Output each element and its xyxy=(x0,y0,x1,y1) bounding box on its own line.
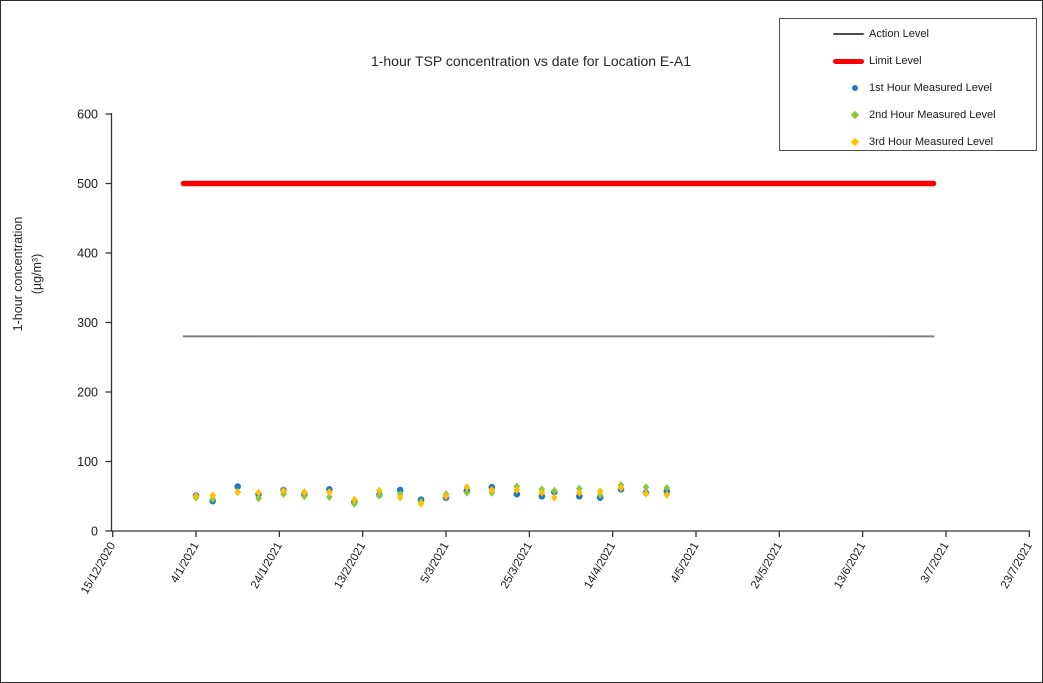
data-point xyxy=(326,492,333,501)
data-point xyxy=(396,493,404,502)
data-point xyxy=(192,492,200,501)
legend-label: 3rd Hour Measured Level xyxy=(869,136,994,148)
data-point xyxy=(209,491,216,500)
legend-label: Limit Level xyxy=(869,55,922,67)
legend-line-swatch xyxy=(833,58,864,64)
legend-entry: Action Level xyxy=(780,27,1036,41)
x-tick-label: 25/3/2021 xyxy=(499,541,535,591)
legend-label: 2nd Hour Measured Level xyxy=(869,109,996,121)
x-tick-label: 3/7/2021 xyxy=(919,541,952,586)
data-point xyxy=(617,483,625,492)
y-tick-label: 600 xyxy=(77,108,98,122)
x-tick-label: 15/12/2020 xyxy=(79,541,118,597)
x-tick-label: 13/2/2021 xyxy=(332,541,368,591)
data-point xyxy=(351,495,358,504)
data-point xyxy=(234,488,241,497)
data-point xyxy=(255,488,262,497)
data-point xyxy=(255,494,262,503)
legend-marker-circle xyxy=(852,85,858,91)
data-point xyxy=(442,492,450,501)
y-tick-label: 0 xyxy=(91,525,98,539)
data-point xyxy=(551,493,558,502)
legend-line-swatch xyxy=(833,33,864,35)
data-point xyxy=(417,499,425,508)
data-point xyxy=(488,485,496,494)
data-point xyxy=(576,484,583,493)
x-tick-label: 13/6/2021 xyxy=(832,541,868,591)
data-point xyxy=(596,487,604,496)
data-point xyxy=(396,486,404,494)
legend-label: Action Level xyxy=(869,28,929,40)
data-point xyxy=(463,483,471,492)
y-tick-label: 300 xyxy=(77,316,98,330)
y-tick-label: 400 xyxy=(77,247,98,261)
data-point xyxy=(642,483,650,492)
data-point xyxy=(351,499,358,508)
data-point xyxy=(538,488,546,497)
legend-entry: Limit Level xyxy=(780,54,1036,68)
x-tick-label: 24/1/2021 xyxy=(249,541,285,591)
x-tick-label: 23/7/2021 xyxy=(999,541,1035,591)
x-tick-label: 14/4/2021 xyxy=(582,541,618,591)
data-point xyxy=(663,490,671,499)
data-point xyxy=(301,492,308,501)
data-point xyxy=(234,483,241,490)
chart-title: 1-hour TSP concentration vs date for Loc… xyxy=(370,53,692,69)
data-point xyxy=(513,485,521,494)
y-tick-label: 500 xyxy=(77,177,98,191)
legend-entry: 3rd Hour Measured Level xyxy=(780,135,1036,149)
data-point xyxy=(376,486,383,495)
data-point xyxy=(663,483,671,492)
data-point xyxy=(551,486,558,495)
data-point xyxy=(513,490,521,498)
data-point xyxy=(642,489,650,498)
data-point xyxy=(280,486,287,495)
x-tick-label: 24/5/2021 xyxy=(749,541,785,591)
data-point xyxy=(301,488,308,497)
legend-marker-diamond xyxy=(850,137,860,147)
legend-marker-diamond xyxy=(850,110,860,120)
legend-label: 1st Hour Measured Level xyxy=(869,82,992,94)
y-tick-label: 200 xyxy=(77,386,98,400)
data-point xyxy=(463,488,471,497)
data-point xyxy=(326,488,333,497)
x-tick-label: 5/3/2021 xyxy=(419,541,452,586)
legend-entry: 1st Hour Measured Level xyxy=(780,81,1036,95)
data-point xyxy=(576,488,583,497)
y-tick-label: 100 xyxy=(77,455,98,469)
legend-box: Action Level Limit Level 1st Hour Measured… xyxy=(779,18,1037,151)
x-tick-label: 4/1/2021 xyxy=(169,541,202,586)
legend-entry: 2nd Hour Measured Level xyxy=(780,108,1036,122)
data-point xyxy=(376,491,383,500)
x-tick-label: 4/5/2021 xyxy=(669,541,702,586)
